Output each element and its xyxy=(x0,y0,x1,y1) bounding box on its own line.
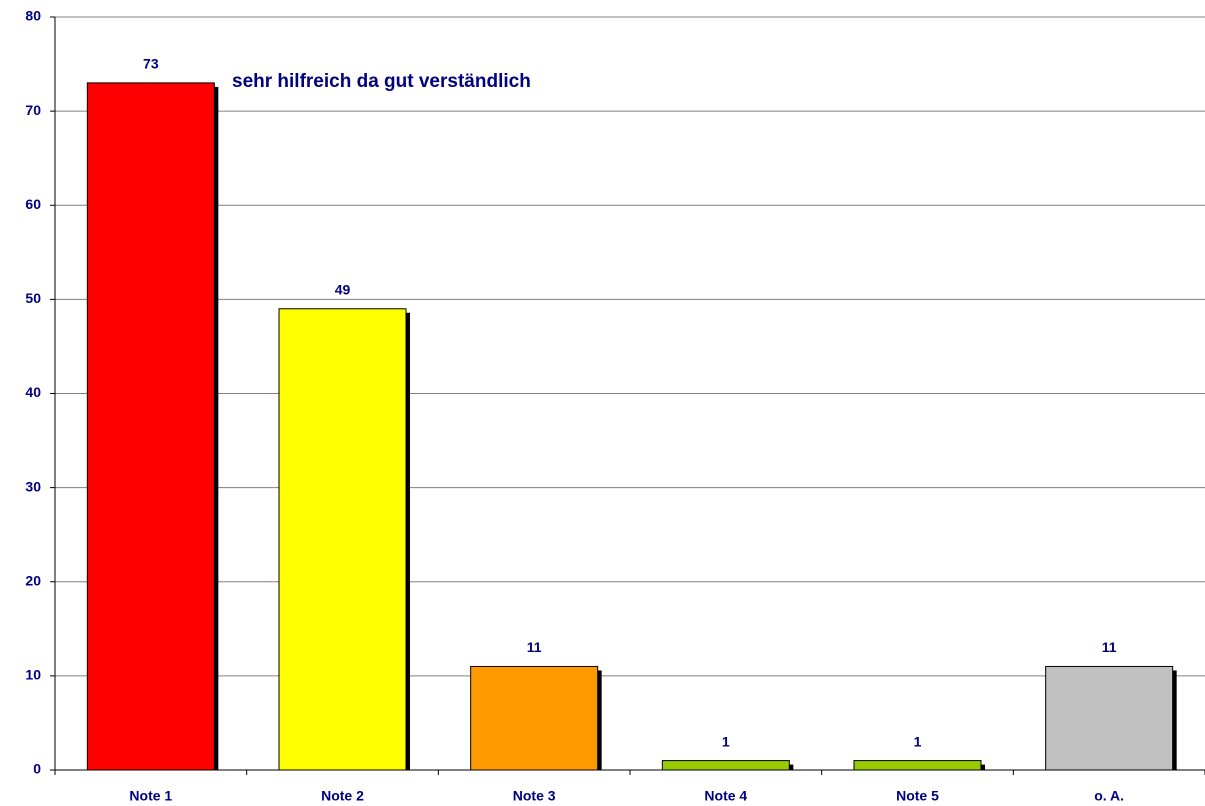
annotation: sehr hilfreich da gut verständlich xyxy=(232,71,531,92)
value-label: 11 xyxy=(527,639,542,655)
x-tick-label: Note 2 xyxy=(321,788,364,804)
y-tick-label: 40 xyxy=(25,384,41,400)
value-label: 1 xyxy=(722,733,730,749)
y-tick-label: 20 xyxy=(25,572,41,588)
value-label: 1 xyxy=(914,733,922,749)
bar xyxy=(853,760,982,771)
bar xyxy=(278,308,407,771)
x-tick-label: o. A. xyxy=(1094,788,1124,804)
y-tick-label: 10 xyxy=(25,667,41,683)
bar xyxy=(470,665,599,771)
value-label: 49 xyxy=(335,281,351,297)
y-tick-label: 30 xyxy=(25,478,41,494)
y-tick-label: 50 xyxy=(25,290,41,306)
bar xyxy=(661,760,790,771)
x-tick-label: Note 3 xyxy=(513,788,556,804)
bar xyxy=(1045,665,1174,771)
y-tick-label: 80 xyxy=(25,8,41,24)
y-tick-label: 60 xyxy=(25,196,41,212)
x-tick-label: Note 4 xyxy=(704,788,747,804)
y-tick-label: 0 xyxy=(33,761,41,777)
x-tick-label: Note 1 xyxy=(129,788,172,804)
value-label: 11 xyxy=(1102,639,1117,655)
value-label: 73 xyxy=(143,56,159,72)
y-tick-label: 70 xyxy=(25,102,41,118)
bar xyxy=(86,82,215,771)
x-tick-label: Note 5 xyxy=(896,788,939,804)
